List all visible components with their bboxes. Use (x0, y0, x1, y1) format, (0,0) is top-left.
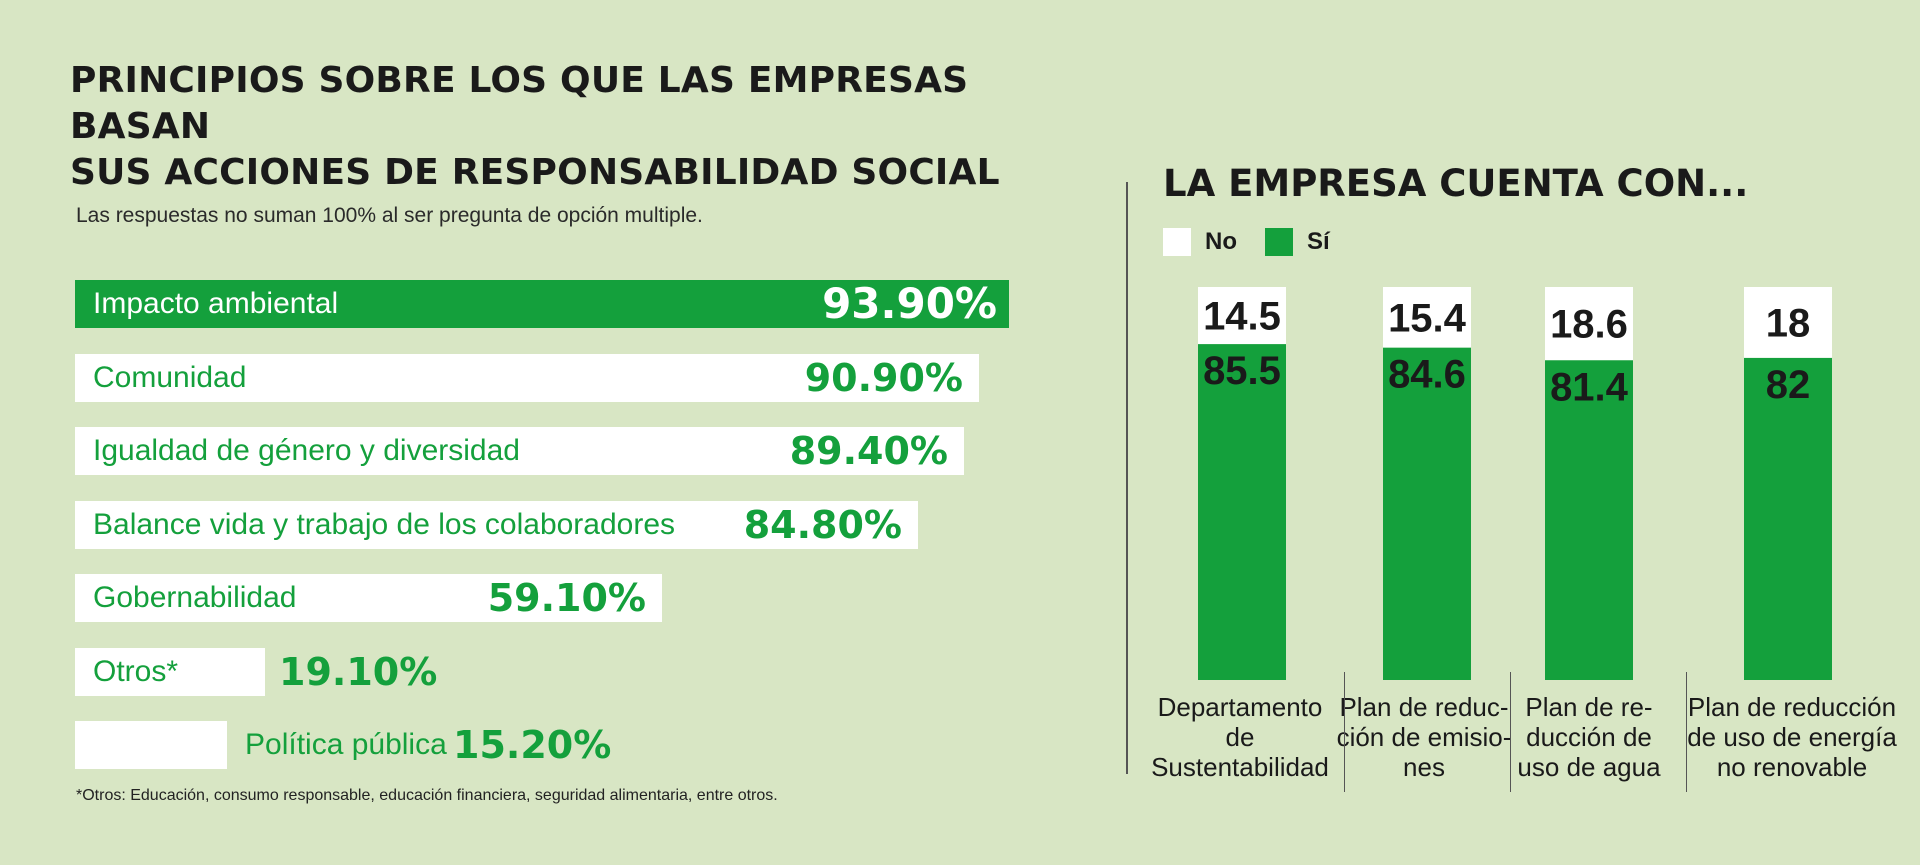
bar-label: Gobernabilidad (93, 581, 297, 614)
bar-4: Balance vida y trabajo de los colaborado… (75, 500, 918, 549)
bar-segment-no (1744, 287, 1832, 358)
bar-segment-si (1383, 347, 1471, 680)
right-chart-title: LA EMPRESA CUENTA CON... (1163, 162, 1749, 205)
bar-7: Política pública 15.20% (75, 721, 611, 769)
bar-2: Comunidad 90.90% (75, 353, 979, 402)
bar-segment-si (1545, 360, 1633, 680)
bar-label: Otros* (93, 654, 179, 688)
bar-segment-no (1545, 287, 1633, 361)
bar-segment-no (1198, 287, 1286, 345)
x-tick-label: Plan de reducción de uso de energía no r… (1687, 692, 1897, 782)
bar-3: Igualdad de género y diversidad 89.40% (75, 427, 964, 475)
bar-group: 18.6 81.4 (1545, 287, 1633, 680)
bar-label: Igualdad de género y diversidad (93, 434, 520, 467)
bar-segment-si (1744, 357, 1832, 680)
category-separator (1344, 672, 1345, 792)
bar-segment-no (1383, 287, 1471, 348)
bar-label: Comunidad (93, 360, 247, 394)
bar-label: Impacto ambiental (93, 287, 339, 320)
bar-1: Impacto ambiental 93.90% (75, 280, 1009, 328)
bar-label: Política pública (245, 728, 447, 761)
x-tick-label: Plan de reduc- ción de emisio- nes (1336, 692, 1512, 782)
x-tick-label: Departamento de Sustentabilidad (1151, 692, 1329, 782)
bar-label: Balance vida y trabajo de los colaborado… (93, 507, 676, 541)
chart-title-line-1: PRINCIPIOS SOBRE LOS QUE LAS EMPRESAS BA… (70, 60, 969, 147)
bar-segment-si (1198, 344, 1286, 680)
bar-value-label: 90.90% (804, 355, 963, 400)
data-label-si: 84.6 (1388, 353, 1466, 397)
data-label-no: 14.5 (1203, 295, 1281, 339)
section-divider (1126, 182, 1128, 774)
bar-6: Otros* 19.10% (75, 647, 437, 696)
data-label-si: 81.4 (1550, 365, 1629, 409)
bar-value-label: 59.10% (487, 576, 646, 620)
legend-label-no: No (1205, 228, 1237, 255)
x-tick-label: Plan de re- ducción de uso de agua (1517, 692, 1661, 782)
legend-label-si: Sí (1307, 228, 1330, 255)
bar-value-label: 15.20% (453, 723, 612, 767)
bar-5: Gobernabilidad 59.10% (75, 574, 662, 622)
bar-value-label: 89.40% (789, 429, 948, 473)
bar-value-label: 19.10% (279, 649, 438, 694)
legend-swatch-si (1265, 228, 1293, 256)
data-label-no: 18.6 (1550, 303, 1628, 347)
bar-value-label: 93.90% (822, 279, 997, 328)
chart-title: PRINCIPIOS SOBRE LOS QUE LAS EMPRESAS BA… (70, 58, 1100, 196)
footnote: *Otros: Educación, consumo responsable, … (76, 787, 778, 804)
data-label-si: 85.5 (1203, 349, 1281, 393)
bar-group: 14.5 85.5 (1198, 287, 1286, 680)
chart-subtitle: Las respuestas no suman 100% al ser preg… (76, 204, 703, 227)
chart-title-line-2: SUS ACCIONES DE RESPONSABILIDAD SOCIAL (70, 152, 1000, 193)
legend-swatch-no (1163, 228, 1191, 256)
category-separator (1510, 672, 1511, 792)
data-label-no: 15.4 (1388, 296, 1467, 340)
data-label-no: 18 (1766, 301, 1811, 345)
category-separator (1686, 672, 1687, 792)
data-label-si: 82 (1766, 363, 1811, 407)
bar-value-label: 84.80% (743, 502, 902, 547)
bar-group: 15.4 84.6 (1383, 287, 1471, 680)
